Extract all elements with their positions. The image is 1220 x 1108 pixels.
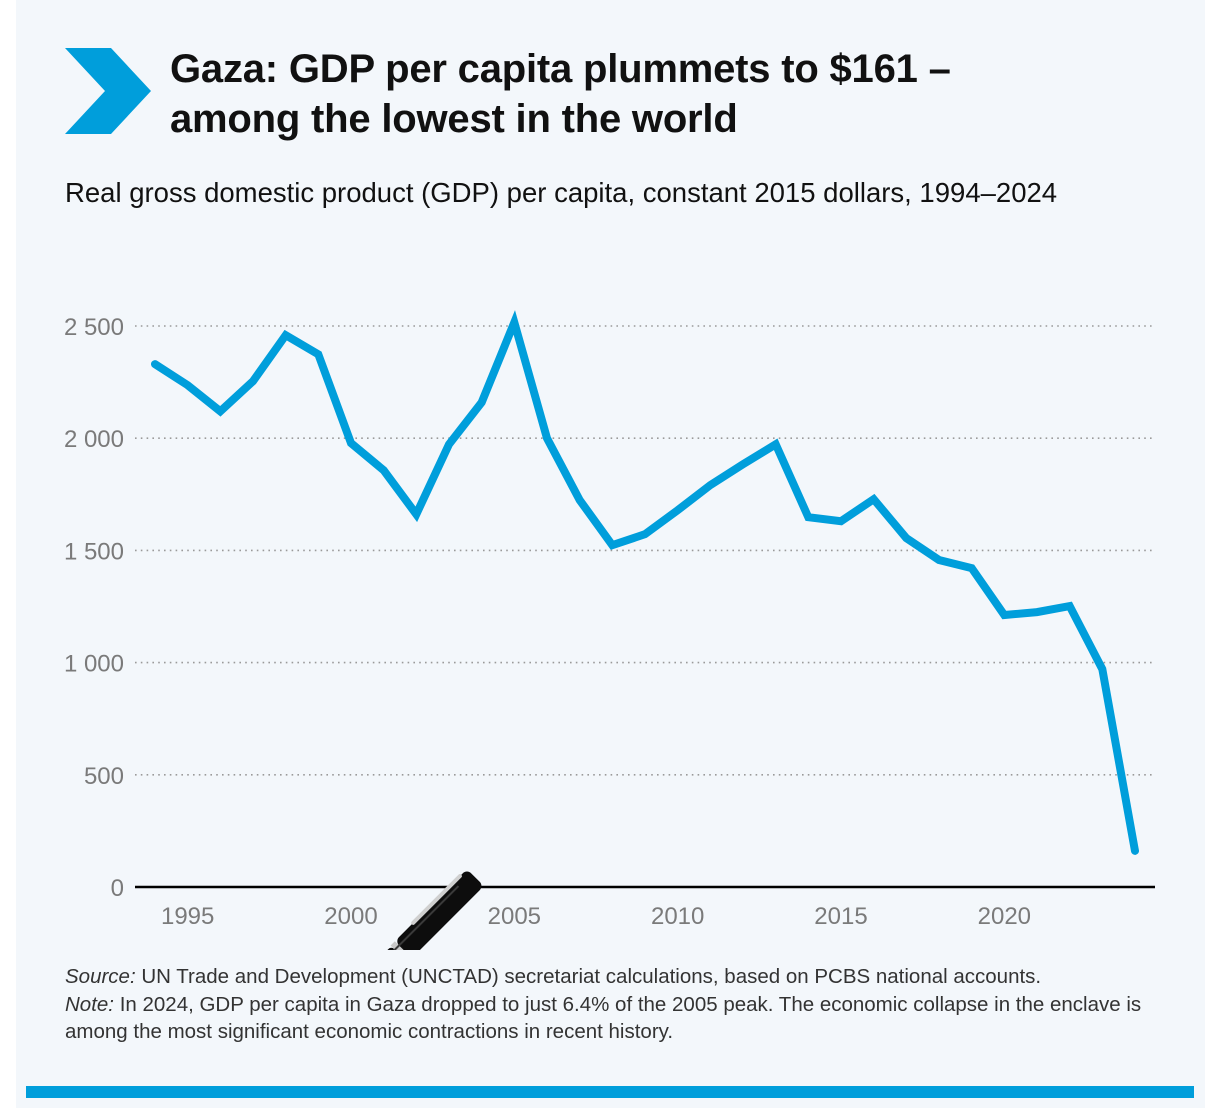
source-text: UN Trade and Development (UNCTAD) secret… bbox=[135, 965, 1042, 988]
x-tick-label: 2005 bbox=[488, 903, 541, 930]
y-axis-ticks: 0 500 1 000 1 500 2 000 2 500 bbox=[64, 314, 124, 902]
series-line-gaza-gdp bbox=[151, 310, 1139, 855]
note-line: Note: In 2024, GDP per capita in Gaza dr… bbox=[65, 991, 1185, 1046]
y-tick-label: 2 500 bbox=[64, 314, 124, 341]
bottom-accent-bar bbox=[26, 1086, 1194, 1098]
x-tick-label: 1995 bbox=[161, 903, 214, 930]
note-label: Note: bbox=[65, 992, 114, 1016]
title-line-2: among the lowest in the world bbox=[170, 97, 738, 141]
note-text: In 2024, GDP per capita in Gaza dropped … bbox=[65, 992, 1142, 1044]
pen-cap-band bbox=[390, 941, 412, 950]
x-tick-label: 2010 bbox=[651, 903, 704, 930]
y-tick-label: 0 bbox=[111, 875, 124, 902]
x-tick-label: 2020 bbox=[978, 903, 1031, 930]
chart-title: Gaza: GDP per capita plummets to $161 – … bbox=[170, 44, 1170, 144]
fountain-pen-illustration bbox=[309, 871, 482, 950]
pen-cap bbox=[397, 871, 482, 950]
title-line-1: Gaza: GDP per capita plummets to $161 – bbox=[170, 47, 951, 91]
line-chart: 0 500 1 000 1 500 2 000 2 500 1995 2000 2005 201… bbox=[0, 290, 1220, 950]
x-tick-label: 2000 bbox=[324, 903, 377, 930]
chart-subtitle: Real gross domestic product (GDP) per ca… bbox=[65, 177, 1058, 208]
y-tick-label: 500 bbox=[84, 763, 124, 790]
pen-highlight bbox=[316, 885, 460, 950]
pen-clip bbox=[411, 874, 462, 925]
y-tick-label: 2 000 bbox=[64, 426, 124, 453]
y-tick-label: 1 500 bbox=[64, 538, 124, 565]
infographic-panel bbox=[16, 0, 1205, 1108]
x-axis-ticks: 1995 2000 2005 2010 2015 2020 bbox=[161, 903, 1031, 930]
y-tick-label: 1 000 bbox=[64, 651, 124, 678]
data-points bbox=[154, 322, 1136, 851]
chart-svg: 0 500 1 000 1 500 2 000 2 500 1995 2000 2005 201… bbox=[64, 310, 1155, 950]
gridlines bbox=[135, 325, 1155, 776]
footnote: Source: UN Trade and Development (UNCTAD… bbox=[65, 963, 1185, 1046]
chevron-right-icon bbox=[65, 48, 151, 134]
source-label: Source: bbox=[65, 965, 136, 988]
source-line: Source: UN Trade and Development (UNCTAD… bbox=[65, 963, 1185, 991]
x-tick-label: 2015 bbox=[814, 903, 867, 930]
